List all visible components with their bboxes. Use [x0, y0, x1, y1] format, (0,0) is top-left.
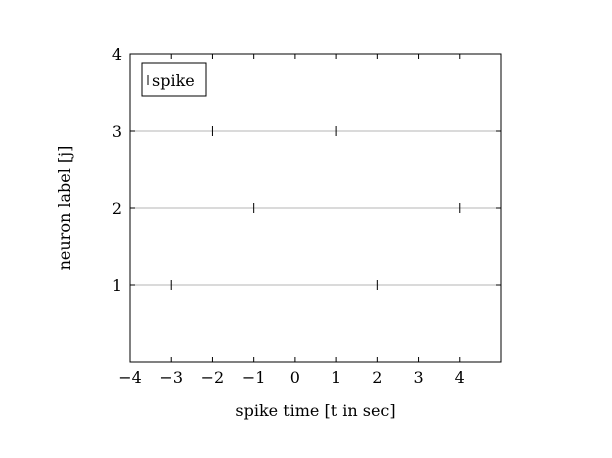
y-tick-label-1: 2	[112, 199, 122, 218]
x-tick-label-1: −3	[159, 368, 183, 387]
x-tick-label-5: 1	[331, 368, 341, 387]
x-tick-label-4: 0	[290, 368, 300, 387]
y-tick-label-3: 4	[112, 45, 122, 64]
legend-entry-spike: spike	[152, 71, 195, 90]
y-tick-label-2: 3	[112, 122, 122, 141]
grid-lines	[130, 130, 501, 286]
x-tick-label-7: 3	[413, 368, 423, 387]
x-tick-label-6: 2	[372, 368, 382, 387]
x-tick-label-8: 4	[455, 368, 465, 387]
x-tick-label-3: −1	[242, 368, 266, 387]
y-tick-label-0: 1	[112, 276, 122, 295]
x-tick-label-0: −4	[118, 368, 142, 387]
y-axis-label: neuron label [j]	[55, 146, 74, 271]
axis-ticks	[129, 53, 501, 362]
x-tick-label-2: −2	[201, 368, 225, 387]
tick-labels: −4 −3 −2 −1 0 1 2 3 4 1 2 3 4	[112, 45, 465, 387]
legend-box	[141, 62, 207, 97]
legend: spike	[141, 62, 207, 97]
x-axis-label: spike time [t in sec]	[235, 401, 395, 420]
spike-marks	[170, 126, 461, 290]
